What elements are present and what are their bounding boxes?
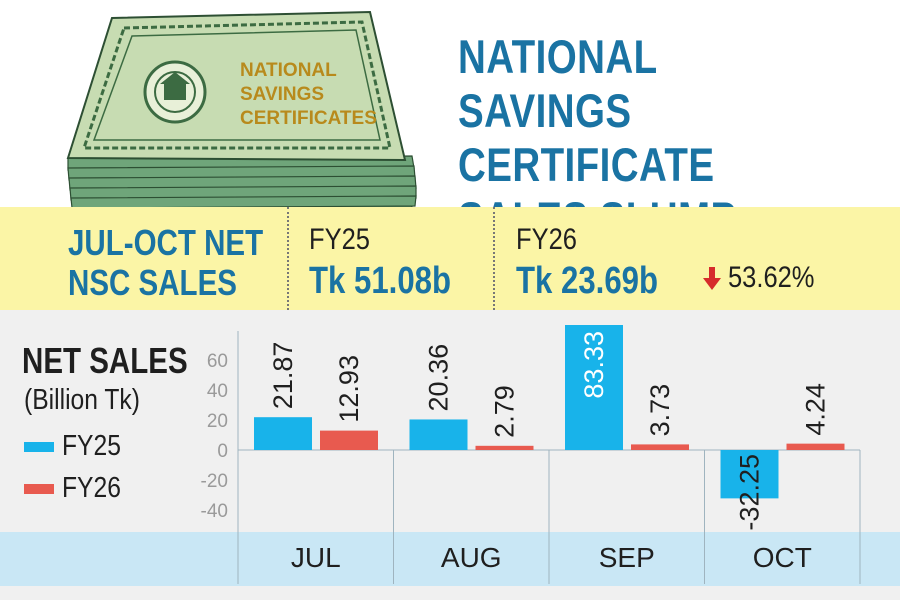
data-label: 2.79	[490, 385, 520, 438]
data-label: 21.87	[268, 342, 298, 410]
summary-label-line-2: NSC SALES	[68, 262, 237, 303]
legend-label-fy25: FY25	[62, 430, 121, 462]
headline-line-1: NATIONAL SAVINGS	[458, 30, 657, 137]
y-tick-label: 40	[207, 381, 228, 402]
fy26-value: Tk 23.69b	[516, 260, 659, 302]
summary-label-line-1: JUL-OCT NET	[68, 222, 264, 263]
bar-fy26-aug	[475, 445, 534, 450]
chart-unit: (Billion Tk)	[24, 384, 140, 416]
data-label: 83.33	[579, 331, 609, 399]
data-label: 20.36	[424, 344, 454, 412]
data-label: -32.25	[735, 454, 765, 531]
y-tick-label: 60	[207, 351, 228, 372]
data-label: 4.24	[801, 383, 831, 436]
y-tick-label: -20	[201, 471, 228, 492]
y-tick-label: 20	[207, 411, 228, 432]
y-tick-label: -40	[201, 501, 228, 522]
summary-divider-1	[287, 207, 289, 310]
summary-band: JUL-OCT NET NSC SALES FY25 Tk 51.08b FY2…	[0, 207, 900, 310]
chart-title: NET SALES	[22, 340, 188, 381]
certificate-label-line-2: SAVINGS	[240, 84, 324, 105]
headline-line-2: CERTIFICATE	[458, 138, 715, 191]
data-label: 12.93	[334, 355, 364, 423]
bottom-strip	[0, 586, 900, 600]
bar-fy26-oct	[786, 443, 845, 450]
bar-fy25-jul	[254, 417, 312, 450]
summary-label: JUL-OCT NET NSC SALES	[68, 223, 263, 303]
x-tick-label: SEP	[599, 542, 655, 573]
down-arrow-icon	[703, 267, 721, 290]
bar-fy25-oct	[720, 450, 779, 499]
bar-fy25-sep	[565, 325, 623, 450]
summary-divider-2	[493, 207, 495, 310]
y-tick-label: 0	[217, 441, 228, 462]
legend-label-fy26: FY26	[62, 472, 121, 504]
x-tick-label: JUL	[291, 542, 341, 573]
bar-fy26-sep	[631, 444, 689, 450]
bar-fy26-jul	[320, 430, 378, 450]
legend-swatch-fy26	[24, 484, 54, 494]
bar-fy25-aug	[409, 419, 468, 450]
change-percent: 53.62%	[728, 261, 815, 294]
x-tick-label: OCT	[753, 542, 812, 573]
fy26-label: FY26	[516, 223, 577, 256]
legend-swatch-fy25	[24, 442, 54, 452]
savings-certificate-illustration: NATIONAL SAVINGS CERTIFICATES	[66, 10, 417, 210]
certificate-label-line-3: CERTIFICATES	[240, 108, 377, 129]
data-label: 3.73	[645, 384, 675, 437]
fy25-value: Tk 51.08b	[309, 260, 452, 302]
certificate-label-line-1: NATIONAL	[240, 60, 337, 81]
fy25-label: FY25	[309, 223, 370, 256]
x-tick-label: AUG	[441, 542, 502, 573]
x-axis-band	[0, 532, 900, 586]
